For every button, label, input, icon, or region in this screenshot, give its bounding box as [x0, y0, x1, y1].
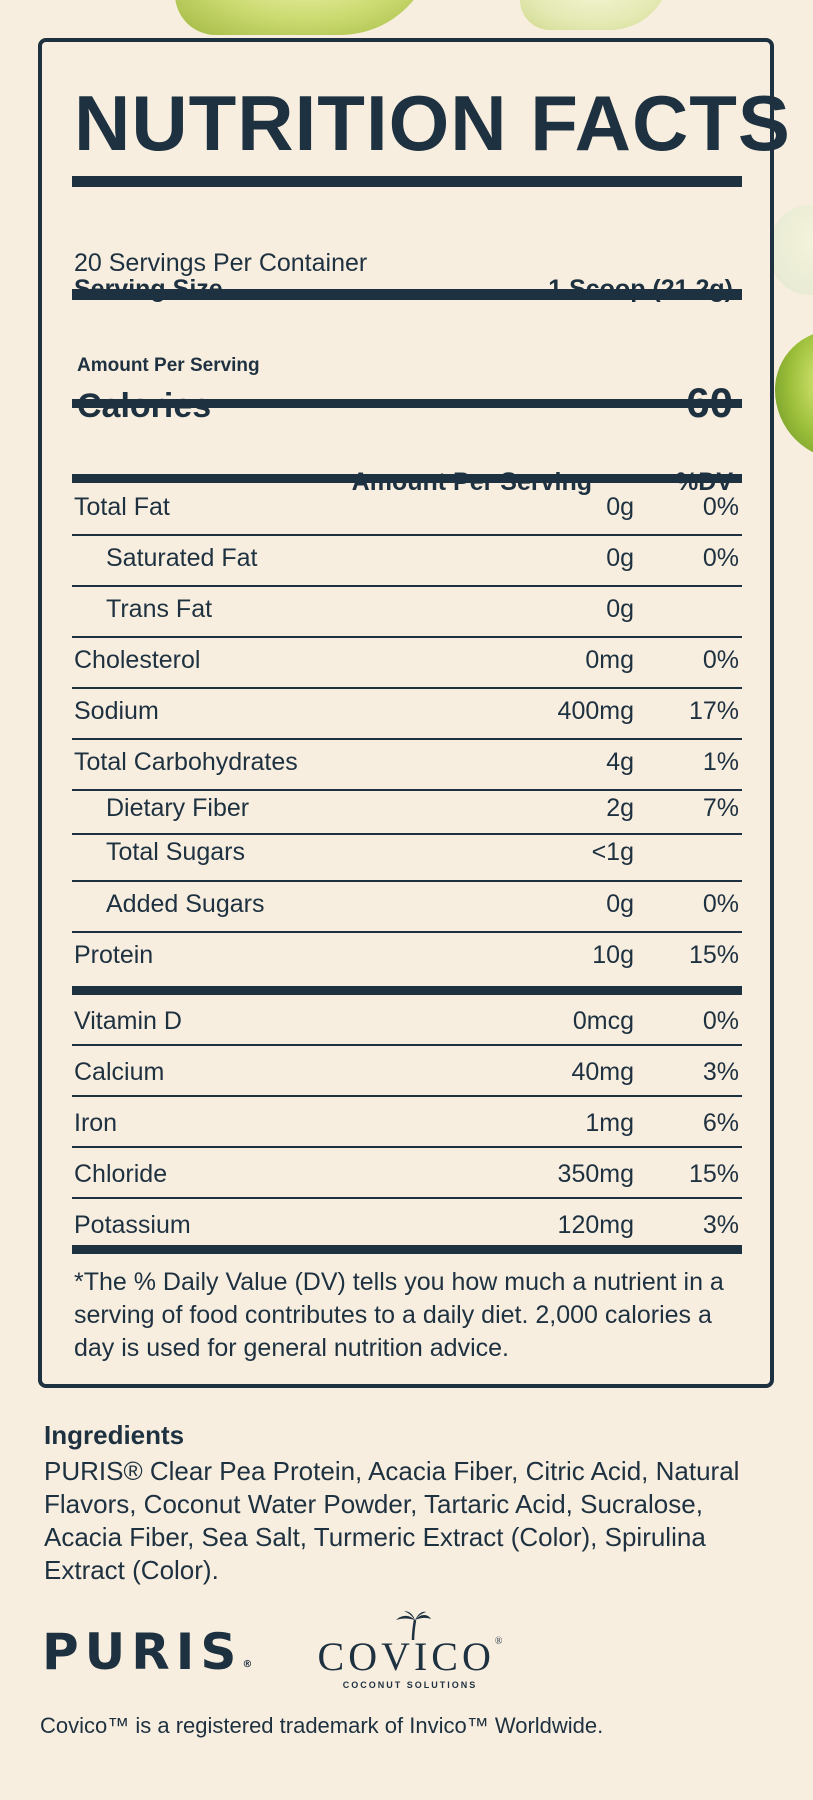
nutrient-dv: 15% — [688, 941, 739, 969]
nutrient-amount: <1g — [591, 838, 634, 866]
nutrient-label: Total Sugars — [106, 838, 245, 866]
nutrient-amount: 350mg — [557, 1160, 634, 1188]
divider — [72, 1245, 742, 1254]
row-divider — [72, 880, 742, 882]
nutrient-amount: 120mg — [557, 1211, 634, 1239]
covico-subtitle: COCONUT SOLUTIONS — [342, 1680, 478, 1690]
row-divider — [72, 738, 742, 740]
nutrient-dv: 0% — [702, 544, 739, 572]
nutrient-dv: 7% — [702, 794, 739, 822]
nutrient-amount: 0g — [606, 493, 634, 521]
row-divider — [72, 1146, 742, 1148]
nutrient-amount: 0g — [606, 595, 634, 623]
nutrient-label: Potassium — [74, 1211, 191, 1239]
lime-slice-decor — [520, 0, 670, 30]
nutrient-label: Trans Fat — [106, 595, 213, 623]
row-divider — [72, 931, 742, 933]
covico-wordmark: COVICO® — [315, 1637, 505, 1677]
nutrient-amount: 10g — [592, 941, 634, 969]
puris-registered-mark: ® — [242, 1659, 253, 1670]
lime-slice-decor — [175, 0, 435, 35]
nutrient-dv: 0% — [702, 493, 739, 521]
puris-logo: PURIS® — [42, 1627, 252, 1677]
divider — [72, 986, 742, 995]
nutrition-facts-panel: NUTRITION FACTS 20 Servings Per Containe… — [38, 38, 790, 1388]
nutrient-dv: 6% — [702, 1109, 739, 1137]
lime-slice-decor — [775, 330, 813, 460]
palm-tree-icon — [396, 1611, 431, 1641]
nutrient-amount: 400mg — [557, 697, 634, 725]
nutrient-label: Vitamin D — [74, 1007, 182, 1035]
nutrient-label: Sodium — [74, 697, 159, 725]
nutrient-label: Protein — [74, 941, 154, 969]
row-divider — [72, 1197, 742, 1199]
nutrient-label: Dietary Fiber — [106, 794, 250, 822]
nutrient-dv: 3% — [702, 1058, 739, 1086]
nutrient-label: Cholesterol — [74, 646, 201, 674]
ingredients-text: PURIS® Clear Pea Protein, Acacia Fiber, … — [44, 1456, 740, 1585]
nutrition-title: NUTRITION FACTS — [74, 79, 791, 167]
divider — [72, 474, 742, 483]
nutrient-dv: 0% — [702, 1007, 739, 1035]
row-divider — [72, 534, 742, 536]
row-divider — [72, 1095, 742, 1097]
row-divider — [72, 585, 742, 587]
nutrient-label: Total Fat — [74, 493, 170, 521]
nutrient-amount: 40mg — [571, 1058, 634, 1086]
nutrient-amount: 0mcg — [572, 1007, 634, 1035]
nutrient-dv: 0% — [702, 890, 739, 918]
dv-footnote: *The % Daily Value (DV) tells you how mu… — [74, 1268, 724, 1362]
nutrient-label: Saturated Fat — [106, 544, 258, 572]
servings-per-container: 20 Servings Per Container — [74, 249, 368, 277]
nutrient-dv: 1% — [702, 748, 739, 776]
divider — [72, 289, 742, 300]
covico-logo: COVICO® COCONUT SOLUTIONS — [315, 1610, 505, 1690]
covico-registered-mark: ® — [494, 1636, 503, 1647]
row-divider — [72, 789, 742, 791]
nutrient-label: Total Carbohydrates — [74, 748, 298, 776]
nutrient-label: Iron — [74, 1109, 118, 1137]
trademark-note: Covico™ is a registered trademark of Inv… — [40, 1713, 604, 1738]
nutrient-amount: 1mg — [585, 1109, 634, 1137]
row-divider — [72, 636, 742, 638]
nutrient-amount: 2g — [606, 794, 634, 822]
nutrient-amount: 0g — [606, 890, 634, 918]
puris-wordmark: PURIS — [42, 1623, 243, 1681]
nutrient-label: Chloride — [74, 1160, 168, 1188]
divider — [72, 399, 742, 408]
nutrient-dv: 17% — [688, 697, 739, 725]
ingredients-title: Ingredients — [44, 1420, 185, 1450]
divider — [72, 176, 742, 187]
nutrient-dv: 0% — [702, 646, 739, 674]
nutrient-amount: 4g — [606, 748, 634, 776]
covico-name: COVICO — [317, 1634, 495, 1679]
nutrient-label: Calcium — [74, 1058, 165, 1086]
nutrient-amount: 0mg — [585, 646, 634, 674]
row-divider — [72, 833, 742, 835]
lime-slice-decor — [770, 205, 813, 295]
row-divider — [72, 1044, 742, 1046]
nutrient-label: Added Sugars — [106, 890, 265, 918]
nutrient-dv: 3% — [702, 1211, 739, 1239]
nutrient-dv: 15% — [688, 1160, 739, 1188]
row-divider — [72, 687, 742, 689]
nutrient-amount: 0g — [606, 544, 634, 572]
amount-per-serving-label: Amount Per Serving — [77, 355, 260, 376]
